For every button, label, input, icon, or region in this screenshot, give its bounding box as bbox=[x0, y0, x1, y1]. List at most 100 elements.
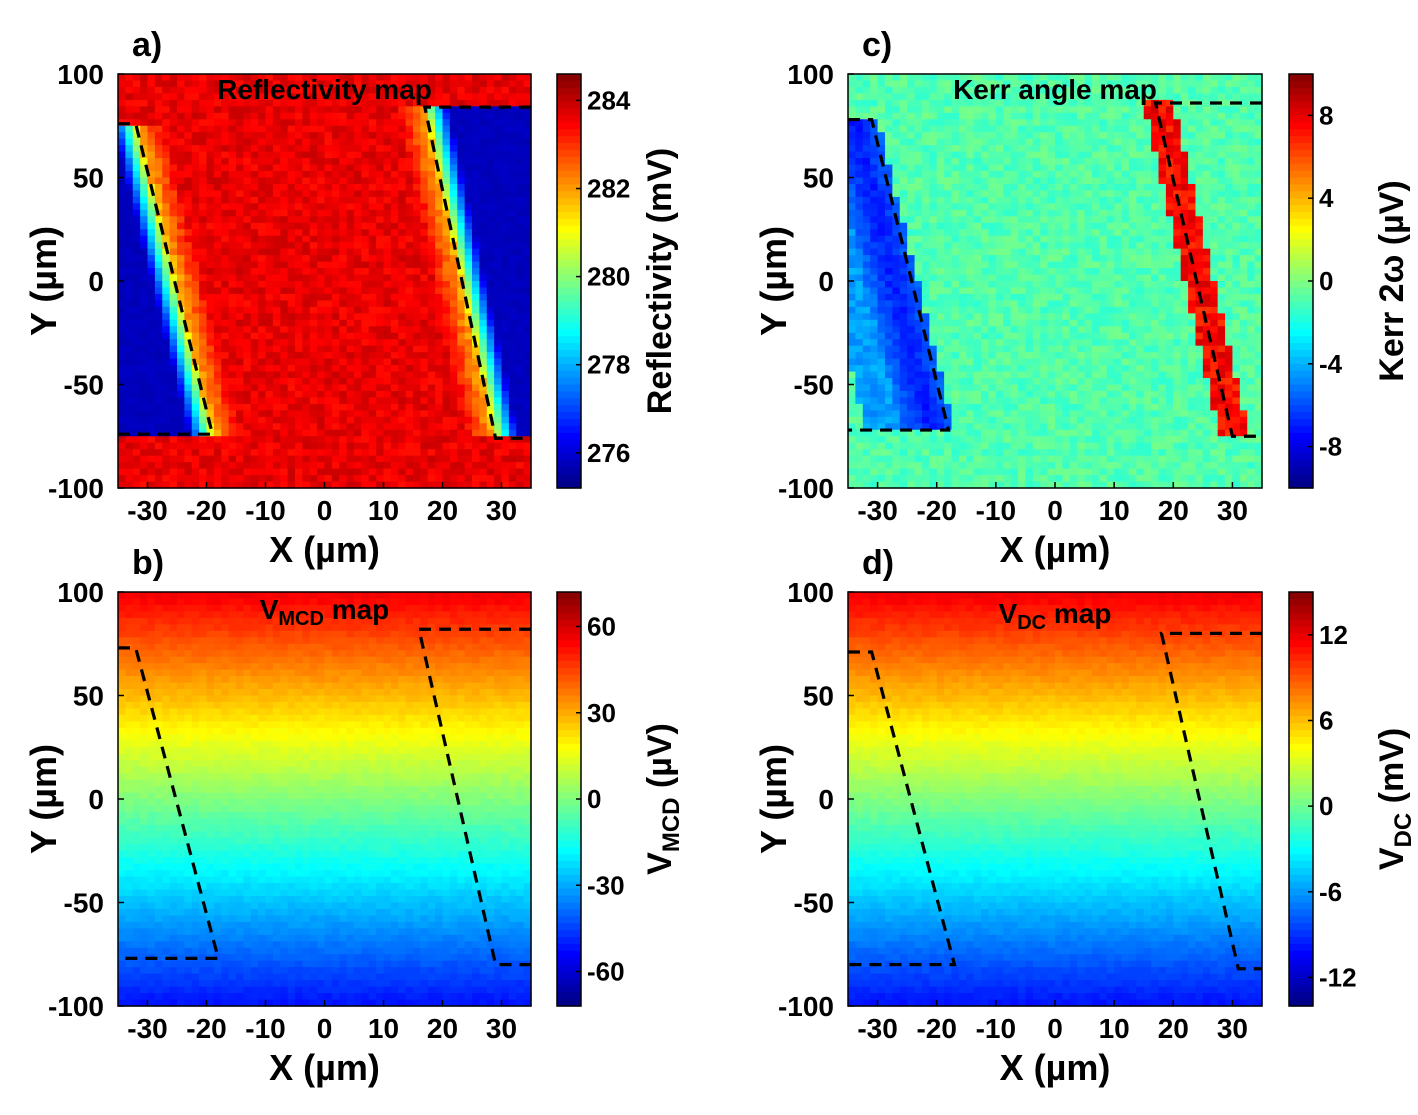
heatmap-cell bbox=[413, 669, 421, 677]
heatmap-cell bbox=[508, 151, 517, 159]
heatmap-cell bbox=[346, 229, 355, 237]
heatmap-cell bbox=[147, 604, 156, 613]
heatmap-cell bbox=[177, 158, 185, 166]
heatmap-cell bbox=[405, 714, 414, 722]
heatmap-cell bbox=[169, 468, 178, 476]
heatmap-cell bbox=[272, 416, 281, 424]
heatmap-cell bbox=[177, 171, 185, 179]
heatmap-cell bbox=[420, 274, 429, 282]
heatmap-cell bbox=[486, 339, 495, 347]
heatmap-cell bbox=[250, 209, 259, 217]
heatmap-cell bbox=[206, 682, 215, 690]
heatmap-cell bbox=[442, 429, 451, 437]
heatmap-cell bbox=[339, 650, 348, 658]
heatmap-cell bbox=[368, 734, 377, 742]
heatmap-cell bbox=[265, 158, 274, 166]
heatmap-cell bbox=[228, 222, 237, 230]
heatmap-cell bbox=[228, 300, 237, 308]
heatmap-cell bbox=[405, 617, 414, 625]
heatmap-cell bbox=[302, 714, 311, 722]
heatmap-cell bbox=[258, 216, 267, 224]
heatmap-cell bbox=[184, 701, 193, 710]
heatmap-cell bbox=[427, 151, 436, 159]
heatmap-cell bbox=[361, 132, 370, 140]
heatmap-cell bbox=[206, 714, 215, 722]
heatmap-cell bbox=[140, 177, 149, 185]
heatmap-cell bbox=[302, 119, 311, 127]
heatmap-cell bbox=[449, 403, 458, 411]
heatmap-cell bbox=[272, 397, 281, 405]
heatmap-cell bbox=[383, 676, 392, 684]
heatmap-cell bbox=[523, 643, 532, 651]
heatmap-cell bbox=[354, 682, 362, 690]
heatmap-cell bbox=[265, 701, 274, 710]
heatmap-cell bbox=[479, 449, 488, 457]
heatmap-cell bbox=[272, 429, 281, 437]
heatmap-cell bbox=[523, 222, 532, 230]
heatmap-cell bbox=[472, 611, 480, 619]
heatmap-cell bbox=[147, 714, 156, 722]
heatmap-cell bbox=[199, 332, 208, 340]
heatmap-cell bbox=[376, 235, 385, 243]
heatmap-cell bbox=[390, 358, 399, 366]
heatmap-cell bbox=[280, 416, 289, 424]
heatmap-cell bbox=[420, 669, 429, 677]
heatmap-cell bbox=[302, 145, 311, 153]
heatmap-cell bbox=[508, 313, 517, 321]
heatmap-cell bbox=[118, 209, 126, 217]
heatmap-cell bbox=[383, 734, 392, 742]
heatmap-cell bbox=[479, 125, 488, 133]
heatmap-cell bbox=[390, 112, 399, 120]
heatmap-cell bbox=[258, 604, 267, 613]
heatmap-cell bbox=[413, 339, 421, 347]
heatmap-cell bbox=[309, 475, 318, 483]
heatmap-cell bbox=[162, 203, 171, 211]
heatmap-cell bbox=[132, 319, 141, 327]
heatmap-cell bbox=[390, 74, 399, 82]
heatmap-cell bbox=[243, 183, 252, 192]
heatmap-cell bbox=[501, 151, 510, 159]
heatmap-cell bbox=[162, 274, 171, 282]
heatmap-cell bbox=[147, 248, 156, 256]
heatmap-cell bbox=[258, 734, 267, 742]
heatmap-cell bbox=[280, 138, 289, 146]
heatmap-cell bbox=[331, 403, 340, 411]
heatmap-cell bbox=[331, 352, 340, 360]
heatmap-cell bbox=[118, 132, 126, 140]
colorbar-tick-label: 278 bbox=[587, 350, 630, 380]
heatmap-cell bbox=[346, 222, 355, 230]
heatmap-cell bbox=[479, 300, 488, 308]
heatmap-cell bbox=[420, 326, 429, 334]
heatmap-cell bbox=[442, 261, 451, 269]
heatmap-cell bbox=[413, 475, 421, 483]
heatmap-cell bbox=[309, 721, 318, 729]
heatmap-cell bbox=[435, 455, 444, 463]
heatmap-cell bbox=[405, 93, 414, 101]
heatmap-cell bbox=[331, 268, 340, 276]
heatmap-cell bbox=[243, 196, 252, 204]
y-tick-label: -50 bbox=[64, 370, 104, 401]
heatmap-cell bbox=[265, 80, 274, 88]
heatmap-cell bbox=[368, 119, 377, 127]
heatmap-cell bbox=[221, 410, 230, 418]
heatmap-cell bbox=[177, 611, 185, 619]
heatmap-cell bbox=[472, 216, 480, 224]
heatmap-cell bbox=[405, 319, 414, 327]
heatmap-cell bbox=[302, 455, 311, 463]
heatmap-cell bbox=[464, 106, 473, 114]
heatmap-cell bbox=[147, 293, 156, 302]
heatmap-cell bbox=[354, 158, 362, 166]
heatmap-cell bbox=[376, 300, 385, 308]
heatmap-cell bbox=[354, 390, 362, 399]
heatmap-cell bbox=[295, 689, 303, 697]
heatmap-cell bbox=[243, 611, 252, 619]
heatmap-cell bbox=[361, 416, 370, 424]
heatmap-cell bbox=[398, 339, 407, 347]
heatmap-cell bbox=[420, 93, 429, 101]
heatmap-cell bbox=[390, 416, 399, 424]
heatmap-cell bbox=[427, 222, 436, 230]
heatmap-cell bbox=[125, 300, 134, 308]
colorbar-swatch bbox=[557, 94, 581, 103]
heatmap-cell bbox=[516, 106, 525, 114]
heatmap-cell bbox=[368, 106, 377, 114]
